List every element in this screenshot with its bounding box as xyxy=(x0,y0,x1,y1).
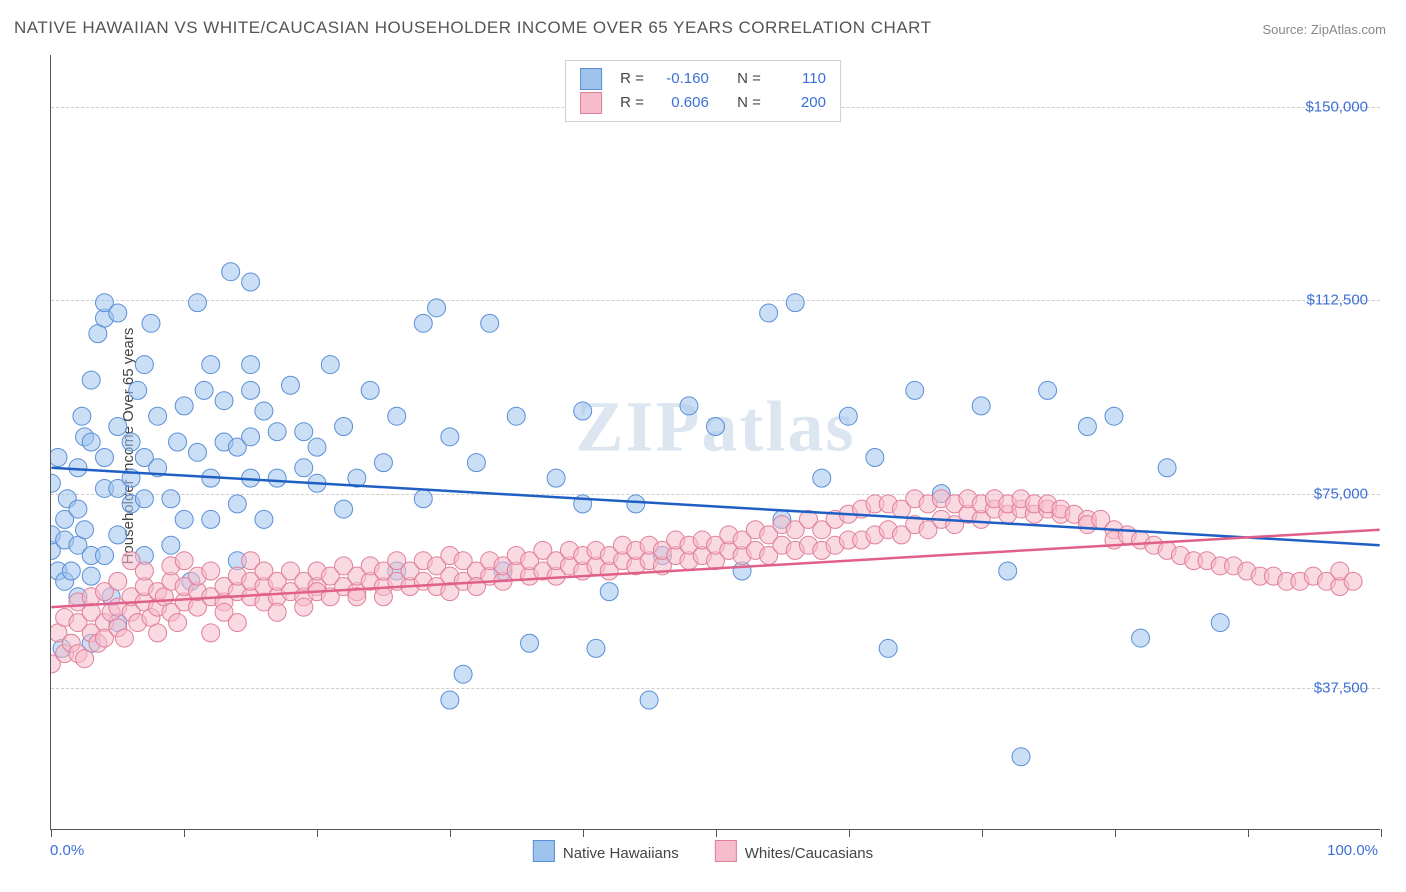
source-attribution: Source: ZipAtlas.com xyxy=(1262,22,1386,37)
trend-lines-layer xyxy=(51,55,1380,829)
x-tick xyxy=(1115,829,1116,837)
legend-item[interactable]: Whites/Caucasians xyxy=(715,840,873,862)
r-label: R = xyxy=(620,67,644,91)
legend-row: R = 0.606 N = 200 xyxy=(580,91,826,115)
source-label: Source: xyxy=(1262,22,1310,37)
chart-container: NATIVE HAWAIIAN VS WHITE/CAUCASIAN HOUSE… xyxy=(0,0,1406,892)
n-value: 110 xyxy=(771,67,826,91)
n-label: N = xyxy=(737,91,761,115)
x-tick xyxy=(583,829,584,837)
legend-row: R = -0.160 N = 110 xyxy=(580,67,826,91)
chart-title: NATIVE HAWAIIAN VS WHITE/CAUCASIAN HOUSE… xyxy=(14,18,932,38)
x-tick xyxy=(982,829,983,837)
plot-area: ZIPatlas $37,500$75,000$112,500$150,000 xyxy=(50,55,1380,830)
n-value: 200 xyxy=(771,91,826,115)
legend-label: Whites/Caucasians xyxy=(745,845,873,862)
correlation-legend: R = -0.160 N = 110 R = 0.606 N = 200 xyxy=(565,60,841,122)
x-axis-min-label: 0.0% xyxy=(50,842,84,859)
legend-item[interactable]: Native Hawaiians xyxy=(533,840,679,862)
x-tick xyxy=(1248,829,1249,837)
legend-swatch xyxy=(580,92,602,114)
trend-line xyxy=(51,468,1379,545)
series-legend: Native Hawaiians Whites/Caucasians xyxy=(533,840,873,862)
r-value: -0.160 xyxy=(654,67,709,91)
x-tick xyxy=(1381,829,1382,837)
legend-label: Native Hawaiians xyxy=(563,845,679,862)
legend-swatch xyxy=(580,68,602,90)
x-tick xyxy=(51,829,52,837)
x-tick xyxy=(317,829,318,837)
legend-swatch xyxy=(533,840,555,862)
r-value: 0.606 xyxy=(654,91,709,115)
x-tick xyxy=(849,829,850,837)
source-link[interactable]: ZipAtlas.com xyxy=(1311,22,1386,37)
x-axis-max-label: 100.0% xyxy=(1327,842,1378,859)
x-tick xyxy=(450,829,451,837)
x-tick xyxy=(716,829,717,837)
trend-line xyxy=(51,530,1379,607)
r-label: R = xyxy=(620,91,644,115)
x-tick xyxy=(184,829,185,837)
n-label: N = xyxy=(737,67,761,91)
legend-swatch xyxy=(715,840,737,862)
